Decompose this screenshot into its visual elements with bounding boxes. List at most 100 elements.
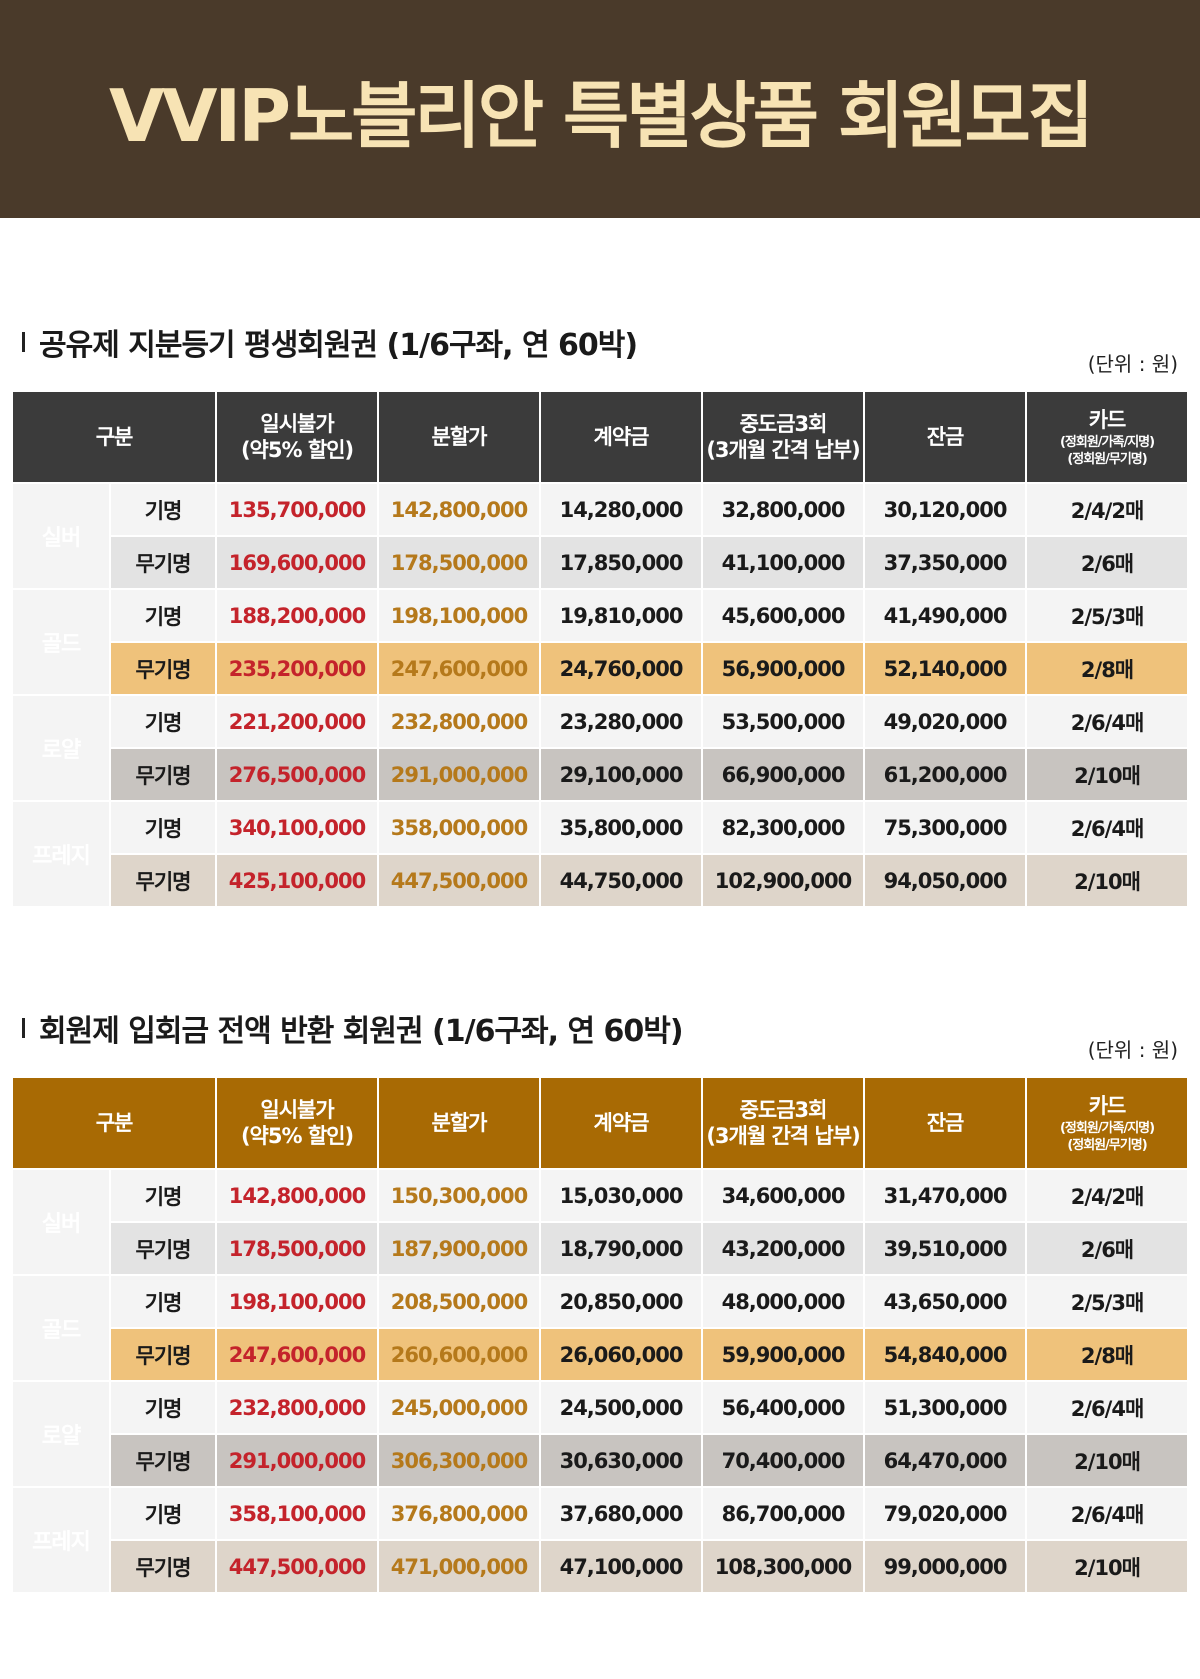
table-row: 무기명 447,500,000 471,000,000 47,100,000 1… — [13, 1541, 1188, 1592]
grade-gold: 골드 — [13, 1276, 109, 1380]
installment-cell: 208,500,000 — [379, 1276, 540, 1327]
installment-cell: 447,500,000 — [379, 855, 540, 906]
table-row: 골드 기명 198,100,000 208,500,000 20,850,000… — [13, 1276, 1188, 1380]
installment-cell: 245,000,000 — [379, 1382, 540, 1433]
header-installment: 분할가 — [379, 392, 540, 482]
header-category: 구분 — [13, 1078, 216, 1168]
section-title: 공유제 지분등기 평생회원권 (1/6구좌, 연 60박) — [39, 328, 638, 363]
installment-cell: 247,600,000 — [379, 643, 540, 694]
lump-cell: 425,100,000 — [217, 855, 378, 906]
middle-cell: 56,900,000 — [703, 643, 864, 694]
installment-cell: 142,800,000 — [379, 484, 540, 535]
grade-gold: 골드 — [13, 590, 109, 694]
deposit-cell: 24,760,000 — [541, 643, 702, 694]
lump-cell: 358,100,000 — [217, 1488, 378, 1539]
installment-cell: 178,500,000 — [379, 537, 540, 588]
card-cell: 2/10매 — [1027, 1435, 1188, 1486]
header-middle: 중도금3회 (3개월 간격 납부) — [703, 392, 864, 482]
card-cell: 2/5/3매 — [1027, 590, 1188, 641]
table-row: 무기명 169,600,000 178,500,000 17,850,000 4… — [13, 537, 1188, 588]
table-row: 실버 기명 142,800,000 150,300,000 15,030,000… — [13, 1170, 1188, 1274]
installment-cell: 471,000,000 — [379, 1541, 540, 1592]
deposit-cell: 14,280,000 — [541, 484, 702, 535]
middle-cell: 41,100,000 — [703, 537, 864, 588]
section-membership-refund: 회원제 입회금 전액 반환 회원권 (1/6구좌, 연 60박) (단위 : 원… — [0, 1008, 1200, 1608]
deposit-cell: 23,280,000 — [541, 696, 702, 747]
type-cell: 기명 — [111, 1276, 216, 1327]
card-cell: 2/6/4매 — [1027, 1382, 1188, 1433]
middle-cell: 70,400,000 — [703, 1435, 864, 1486]
table-row: 무기명 276,500,000 291,000,000 29,100,000 6… — [13, 749, 1188, 800]
type-cell: 무기명 — [111, 1541, 216, 1592]
balance-cell: 37,350,000 — [865, 537, 1026, 588]
grade-prestige: 프레지 — [13, 802, 109, 906]
balance-cell: 52,140,000 — [865, 643, 1026, 694]
middle-cell: 56,400,000 — [703, 1382, 864, 1433]
lump-cell: 340,100,000 — [217, 802, 378, 853]
balance-cell: 43,650,000 — [865, 1276, 1026, 1327]
section-shared-equity: 공유제 지분등기 평생회원권 (1/6구좌, 연 60박) (단위 : 원) 구… — [0, 322, 1200, 912]
deposit-cell: 15,030,000 — [541, 1170, 702, 1221]
deposit-cell: 29,100,000 — [541, 749, 702, 800]
middle-cell: 34,600,000 — [703, 1170, 864, 1221]
installment-cell: 232,800,000 — [379, 696, 540, 747]
heading-bar — [22, 332, 25, 352]
lump-cell: 188,200,000 — [217, 590, 378, 641]
type-cell: 무기명 — [111, 1435, 216, 1486]
type-cell: 기명 — [111, 1382, 216, 1433]
installment-cell: 291,000,000 — [379, 749, 540, 800]
section-title: 회원제 입회금 전액 반환 회원권 (1/6구좌, 연 60박) — [39, 1014, 684, 1049]
deposit-cell: 24,500,000 — [541, 1382, 702, 1433]
deposit-cell: 30,630,000 — [541, 1435, 702, 1486]
table-row: 실버 기명 135,700,000 142,800,000 14,280,000… — [13, 484, 1188, 588]
lump-cell: 291,000,000 — [217, 1435, 378, 1486]
balance-cell: 99,000,000 — [865, 1541, 1026, 1592]
middle-cell: 59,900,000 — [703, 1329, 864, 1380]
grade-royal: 로얄 — [13, 1382, 109, 1486]
balance-cell: 64,470,000 — [865, 1435, 1026, 1486]
card-cell: 2/5/3매 — [1027, 1276, 1188, 1327]
balance-cell: 39,510,000 — [865, 1223, 1026, 1274]
type-cell: 무기명 — [111, 643, 216, 694]
card-cell: 2/6/4매 — [1027, 802, 1188, 853]
middle-cell: 45,600,000 — [703, 590, 864, 641]
grade-prestige: 프레지 — [13, 1488, 109, 1592]
installment-cell: 306,300,000 — [379, 1435, 540, 1486]
header-deposit: 계약금 — [541, 392, 702, 482]
type-cell: 기명 — [111, 484, 216, 535]
card-cell: 2/10매 — [1027, 855, 1188, 906]
card-cell: 2/4/2매 — [1027, 484, 1188, 535]
deposit-cell: 19,810,000 — [541, 590, 702, 641]
lump-cell: 178,500,000 — [217, 1223, 378, 1274]
middle-cell: 32,800,000 — [703, 484, 864, 535]
deposit-cell: 47,100,000 — [541, 1541, 702, 1592]
table-row: 무기명 291,000,000 306,300,000 30,630,000 7… — [13, 1435, 1188, 1486]
middle-cell: 86,700,000 — [703, 1488, 864, 1539]
installment-cell: 260,600,000 — [379, 1329, 540, 1380]
price-table: 구분 일시불가 (약5% 할인) 분할가 계약금 중도금3회 (3개월 간격 납부)… — [11, 390, 1189, 908]
installment-cell: 358,000,000 — [379, 802, 540, 853]
type-cell: 기명 — [111, 696, 216, 747]
header-lump: 일시불가 (약5% 할인) — [217, 1078, 378, 1168]
header-card: 카드 (정회원/가족/지명) (정회원/무기명) — [1027, 392, 1188, 482]
table-row: 골드 기명 188,200,000 198,100,000 19,810,000… — [13, 590, 1188, 694]
header-balance: 잔금 — [865, 1078, 1026, 1168]
lump-cell: 198,100,000 — [217, 1276, 378, 1327]
table-header: 구분 일시불가 (약5% 할인) 분할가 계약금 중도금3회 (3개월 간격 납부)… — [13, 392, 1188, 482]
balance-cell: 49,020,000 — [865, 696, 1026, 747]
header-category: 구분 — [13, 392, 216, 482]
card-cell: 2/8매 — [1027, 1329, 1188, 1380]
card-cell: 2/4/2매 — [1027, 1170, 1188, 1221]
card-cell: 2/6/4매 — [1027, 696, 1188, 747]
section-heading: 공유제 지분등기 평생회원권 (1/6구좌, 연 60박) — [22, 322, 638, 363]
type-cell: 무기명 — [111, 537, 216, 588]
page-title: VVIP노블리안 특별상품 회원모집 — [108, 73, 1094, 158]
middle-cell: 102,900,000 — [703, 855, 864, 906]
middle-cell: 108,300,000 — [703, 1541, 864, 1592]
table-row: 무기명 178,500,000 187,900,000 18,790,000 4… — [13, 1223, 1188, 1274]
installment-cell: 150,300,000 — [379, 1170, 540, 1221]
balance-cell: 30,120,000 — [865, 484, 1026, 535]
lump-cell: 135,700,000 — [217, 484, 378, 535]
lump-cell: 447,500,000 — [217, 1541, 378, 1592]
deposit-cell: 35,800,000 — [541, 802, 702, 853]
